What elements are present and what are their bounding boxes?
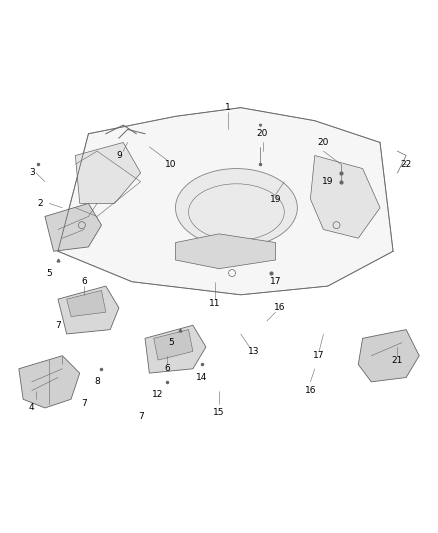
Text: 15: 15: [213, 408, 225, 417]
Polygon shape: [311, 156, 380, 238]
Text: 19: 19: [322, 177, 334, 186]
Text: 22: 22: [400, 160, 412, 169]
Polygon shape: [58, 286, 119, 334]
Polygon shape: [58, 108, 393, 295]
Text: 20: 20: [257, 130, 268, 138]
Polygon shape: [19, 356, 80, 408]
Text: 17: 17: [270, 277, 281, 286]
Text: 12: 12: [152, 390, 164, 399]
Polygon shape: [176, 234, 276, 269]
Text: 14: 14: [196, 373, 207, 382]
Text: 7: 7: [81, 399, 87, 408]
Text: 6: 6: [164, 364, 170, 373]
Polygon shape: [45, 204, 102, 251]
Text: 8: 8: [94, 377, 100, 386]
Text: 13: 13: [248, 347, 260, 356]
Text: 5: 5: [46, 269, 52, 278]
Text: 6: 6: [81, 277, 87, 286]
Polygon shape: [145, 325, 206, 373]
Text: 7: 7: [55, 321, 61, 330]
Polygon shape: [154, 329, 193, 360]
Text: 3: 3: [29, 168, 35, 177]
Text: 11: 11: [209, 299, 220, 308]
Text: 5: 5: [168, 338, 174, 347]
Text: 21: 21: [392, 356, 403, 365]
Text: 9: 9: [116, 151, 122, 160]
Text: 2: 2: [38, 199, 43, 208]
Text: 17: 17: [313, 351, 325, 360]
Polygon shape: [67, 290, 106, 317]
Text: 20: 20: [318, 138, 329, 147]
Text: 16: 16: [305, 386, 316, 395]
Polygon shape: [75, 142, 141, 204]
Text: 16: 16: [274, 303, 286, 312]
Ellipse shape: [176, 168, 297, 247]
Text: 4: 4: [29, 403, 35, 413]
Text: 10: 10: [166, 160, 177, 169]
Polygon shape: [358, 329, 419, 382]
Text: 7: 7: [138, 412, 144, 421]
Text: 19: 19: [270, 195, 281, 204]
Text: 1: 1: [225, 103, 230, 112]
